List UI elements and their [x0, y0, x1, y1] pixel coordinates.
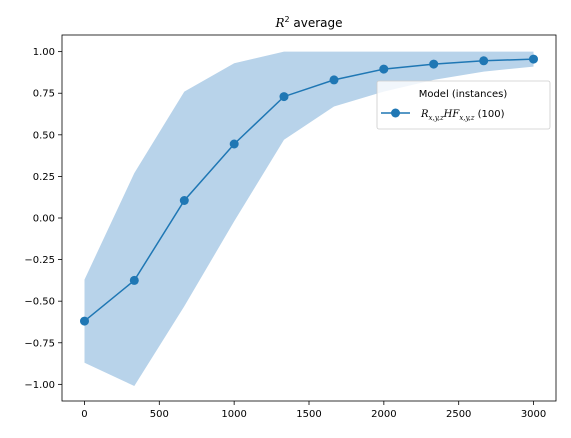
- chart-title-rest: average: [290, 16, 343, 30]
- data-point: [479, 56, 489, 66]
- y-tick-label: −0.25: [24, 255, 55, 266]
- x-tick-label: 0: [81, 409, 87, 420]
- data-point: [80, 316, 89, 326]
- data-point: [429, 59, 439, 69]
- legend-entry-sub2: x,y,z: [459, 114, 474, 122]
- data-point: [329, 75, 339, 85]
- legend-marker-swatch: [391, 108, 400, 118]
- y-tick-label: 0.00: [33, 214, 55, 225]
- legend-entry: Rx,y,zHFx,y,z (100): [420, 109, 505, 122]
- x-tick-label: 500: [150, 409, 169, 420]
- chart-title-sup: 2: [285, 15, 290, 24]
- data-point: [129, 275, 139, 285]
- data-point: [379, 64, 389, 74]
- data-point: [229, 139, 239, 149]
- series-marker-layer: [80, 54, 538, 326]
- legend-entry-rest: (100): [474, 109, 504, 120]
- y-tick-label: 0.50: [33, 130, 55, 141]
- x-tick-label: 3000: [521, 409, 546, 420]
- y-tick-label: −1.00: [24, 380, 55, 391]
- chart-title-base: R: [274, 16, 284, 30]
- legend-title: Model (instances): [419, 89, 508, 100]
- legend-box: [376, 80, 551, 130]
- confidence-band-layer: [84, 51, 534, 386]
- confidence-band: [84, 51, 534, 386]
- legend-entry-mid: HF: [443, 109, 461, 120]
- y-tick-label: −0.50: [24, 297, 55, 308]
- legend-entry-base: R: [420, 109, 429, 120]
- legend: Model (instances) Rx,y,zHFx,y,z (100): [376, 80, 551, 130]
- x-tick-label: 2500: [446, 409, 471, 420]
- y-tick-label: −0.75: [24, 338, 55, 349]
- data-point: [529, 54, 538, 64]
- x-axis: 0 500 1000 1500 2000 2500 3000: [81, 401, 546, 420]
- y-tick-label: 0.25: [33, 172, 55, 183]
- series-line-layer: [84, 58, 534, 322]
- data-point: [279, 92, 289, 102]
- chart-title: R2 average: [274, 15, 342, 30]
- y-tick-label: 1.00: [33, 47, 55, 58]
- y-axis: −1.00 −0.75 −0.50 −0.25 0.00 0.25 0.50 0.75 1.00: [24, 47, 62, 391]
- x-tick-label: 2000: [371, 409, 396, 420]
- legend-entry-sub1: x,y,z: [429, 114, 444, 122]
- series-line: [84, 58, 534, 322]
- x-tick-label: 1500: [296, 409, 321, 420]
- y-tick-label: 0.75: [33, 89, 55, 100]
- x-tick-label: 1000: [221, 409, 246, 420]
- data-point: [179, 196, 189, 205]
